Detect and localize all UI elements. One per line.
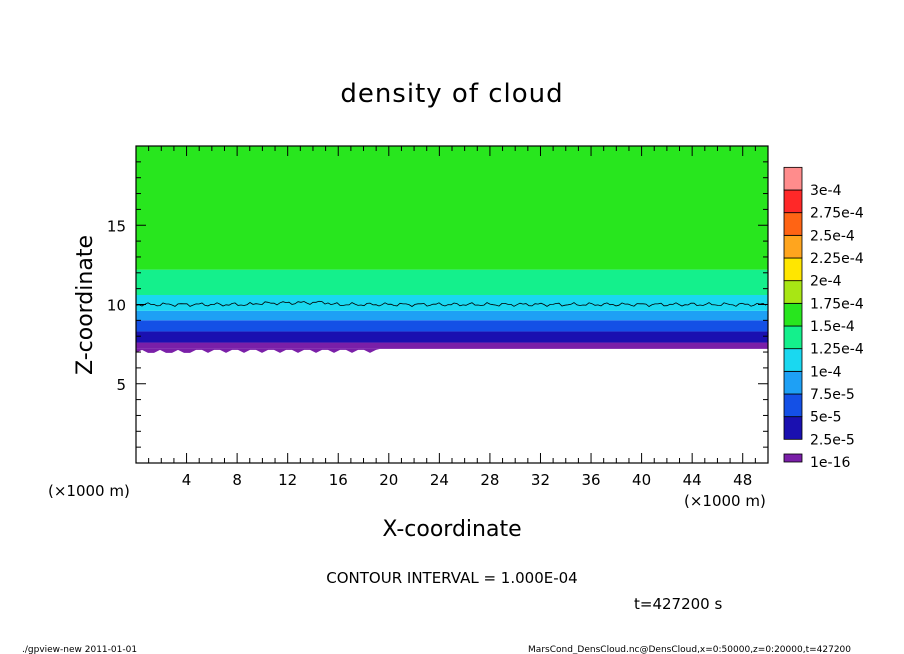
x-tick-label: 28: [480, 471, 499, 489]
colorbar-label: 1.75e-4: [810, 296, 864, 312]
colorbar-label: 7.5e-5: [810, 387, 855, 403]
contour-interval-note: CONTOUR INTERVAL = 1.000E-04: [326, 569, 577, 587]
x-tick-label: 32: [531, 471, 550, 489]
footer-left: ./gpview-new 2011-01-01: [22, 645, 137, 654]
colorbar-swatch: [783, 166, 803, 191]
colorbar-label: 2.25e-4: [810, 251, 864, 267]
y-axis-ticks: 5 10 15: [107, 161, 768, 448]
field-band-5: [136, 269, 768, 295]
x-axis-title: X-coordinate: [382, 517, 521, 542]
x-tick-label: 16: [329, 471, 348, 489]
colorbar-swatch: [783, 325, 803, 350]
x-tick-label: 12: [278, 471, 297, 489]
x-tick-label: 48: [733, 471, 752, 489]
y-axis-title: Z-coordinate: [73, 235, 98, 375]
y-tick-label: 15: [107, 217, 126, 235]
colorbar-label: 2.75e-4: [810, 206, 864, 222]
contour-line: [135, 300, 767, 307]
y-tick-label: 10: [107, 297, 126, 315]
y-tick-label: 5: [116, 376, 126, 394]
colorbar-swatch: [783, 453, 803, 463]
field-band-6: [136, 146, 768, 270]
field-band-2: [136, 320, 768, 332]
colorbar-label: 1.25e-4: [810, 342, 864, 358]
colorbar-label: 3e-4: [810, 183, 842, 199]
footer-right: MarsCond_DensCloud.nc@DensCloud,x=0:5000…: [528, 645, 851, 654]
x-axis-ticks: 4 8 12 16 20 24 28 32 36 40 44 48: [148, 146, 756, 489]
colorbar-swatch: [783, 189, 803, 214]
x-tick-label: 24: [430, 471, 449, 489]
colorbar-swatch: [783, 280, 803, 304]
field-band-1: [136, 331, 768, 343]
colorbar-label: 1e-16: [810, 455, 850, 471]
field-band-3: [136, 310, 768, 321]
time-label: t=427200 s: [634, 595, 722, 613]
colorbar-label: 5e-5: [810, 410, 841, 426]
y-unit-label: (×1000 m): [48, 482, 130, 500]
x-tick-label: 4: [182, 471, 192, 489]
colorbar-swatch: [783, 302, 803, 327]
colorbar: 1e-16 2.5e-5 5e-5 7.5e-5 1e-4 1.25e-4 1.5e-4 1.…: [783, 166, 864, 471]
x-tick-label: 44: [683, 471, 702, 489]
colorbar-label: 2.5e-4: [810, 228, 855, 244]
x-tick-label: 8: [232, 471, 242, 489]
colorbar-swatch: [783, 212, 803, 236]
colorbar-label: 1e-4: [810, 364, 842, 380]
cloud-base-edge: [136, 348, 380, 353]
chart-title: density of cloud: [340, 79, 563, 109]
colorbar-swatch: [783, 348, 803, 372]
x-tick-label: 20: [379, 471, 398, 489]
field-band-4: [136, 294, 768, 311]
colorbar-swatch: [783, 257, 803, 282]
colorbar-swatch: [783, 393, 803, 418]
colorbar-swatch: [783, 234, 803, 259]
x-tick-label: 40: [632, 471, 651, 489]
density-field: [136, 146, 768, 353]
x-tick-label: 36: [581, 471, 600, 489]
colorbar-swatch: [783, 370, 803, 395]
colorbar-label: 2e-4: [810, 274, 842, 290]
contour-path: [135, 300, 767, 307]
colorbar-swatch: [783, 416, 803, 440]
x-unit-label: (×1000 m): [684, 492, 766, 510]
colorbar-label: 1.5e-4: [810, 319, 855, 335]
colorbar-label: 2.5e-5: [810, 432, 855, 448]
field-band-0: [136, 342, 768, 349]
